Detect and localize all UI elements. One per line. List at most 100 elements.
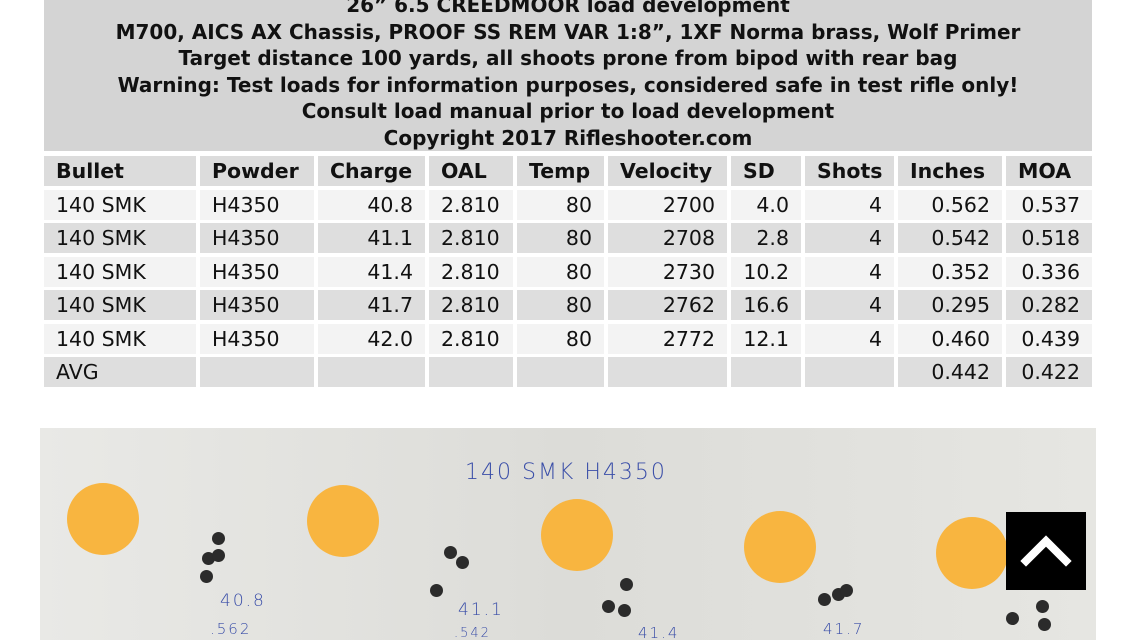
bullet-hole xyxy=(818,593,831,606)
table-cell: H4350 xyxy=(200,189,314,220)
target-dot xyxy=(936,517,1008,589)
table-cell: 80 xyxy=(517,323,604,354)
table-cell: 80 xyxy=(517,290,604,320)
handwritten-label: 41.4 xyxy=(638,624,680,640)
table-cell xyxy=(731,357,801,387)
table-cell xyxy=(517,357,604,387)
bullet-hole xyxy=(202,552,215,565)
table-cell: 2.810 xyxy=(429,256,513,287)
table-cell: 0.439 xyxy=(1006,323,1092,354)
target-photo: 140 SMK H4350 40.8 .562 41.1 .542 41.4 4… xyxy=(40,428,1096,640)
table-cell: 42.0 xyxy=(318,323,425,354)
table-cell: 0.460 xyxy=(898,323,1002,354)
bullet-hole xyxy=(1038,618,1051,631)
bullet-hole xyxy=(602,600,615,613)
table-cell xyxy=(805,357,894,387)
table-cell: 0.295 xyxy=(898,290,1002,320)
table-cell: 2730 xyxy=(608,256,727,287)
table-cell xyxy=(429,357,513,387)
target-dot xyxy=(67,483,139,555)
table-cell: H4350 xyxy=(200,323,314,354)
table-cell: 140 SMK xyxy=(44,290,196,320)
bullet-hole xyxy=(618,604,631,617)
bullet-hole xyxy=(840,584,853,597)
handwritten-label: 41.7 xyxy=(823,620,865,638)
column-header: Inches xyxy=(898,156,1002,186)
table-cell: 140 SMK xyxy=(44,323,196,354)
table-cell: 2.810 xyxy=(429,223,513,253)
table-cell: 140 SMK xyxy=(44,189,196,220)
table-cell: 140 SMK xyxy=(44,223,196,253)
handwritten-label: 41.1 xyxy=(458,600,504,620)
target-dot xyxy=(541,499,613,571)
table-cell: 4 xyxy=(805,189,894,220)
table-cell: 2762 xyxy=(608,290,727,320)
table-cell: 2700 xyxy=(608,189,727,220)
table-cell: 2772 xyxy=(608,323,727,354)
header-box: 26” 6.5 CREEDMOOR load development M700, … xyxy=(44,0,1092,151)
handwritten-label: .562 xyxy=(210,620,252,638)
table-cell: 2.8 xyxy=(731,223,801,253)
target-dot xyxy=(307,485,379,557)
bullet-hole xyxy=(1006,612,1019,625)
table-cell: 4 xyxy=(805,256,894,287)
table-cell: 10.2 xyxy=(731,256,801,287)
chevron-up-icon xyxy=(1020,535,1072,567)
table-cell: H4350 xyxy=(200,290,314,320)
column-header: Temp xyxy=(517,156,604,186)
table-cell: H4350 xyxy=(200,223,314,253)
table-cell: 80 xyxy=(517,256,604,287)
bullet-hole xyxy=(1036,600,1049,613)
table-cell: 80 xyxy=(517,223,604,253)
scroll-to-top-button[interactable] xyxy=(1006,512,1086,590)
table-cell: 4 xyxy=(805,323,894,354)
table-cell: 0.282 xyxy=(1006,290,1092,320)
table-cell: 80 xyxy=(517,189,604,220)
table-cell xyxy=(318,357,425,387)
column-header: Shots xyxy=(805,156,894,186)
header-line: 26” 6.5 CREEDMOOR load development xyxy=(346,0,790,17)
handwritten-label: .542 xyxy=(454,626,491,640)
table-cell xyxy=(200,357,314,387)
table-cell: 4 xyxy=(805,223,894,253)
column-header: Bullet xyxy=(44,156,196,186)
table-cell: 2708 xyxy=(608,223,727,253)
table-cell: 0.336 xyxy=(1006,256,1092,287)
table-cell: 0.518 xyxy=(1006,223,1092,253)
header-line: Consult load manual prior to load develo… xyxy=(301,99,835,124)
table-cell: 40.8 xyxy=(318,189,425,220)
table-cell: 4 xyxy=(805,290,894,320)
table-cell: 16.6 xyxy=(731,290,801,320)
table-cell: 12.1 xyxy=(731,323,801,354)
bullet-hole xyxy=(212,532,225,545)
table-cell: 4.0 xyxy=(731,189,801,220)
bullet-hole xyxy=(212,549,225,562)
table-cell: 0.537 xyxy=(1006,189,1092,220)
column-header: Charge xyxy=(318,156,425,186)
table-cell: 41.1 xyxy=(318,223,425,253)
table-cell: 0.542 xyxy=(898,223,1002,253)
table-cell: 2.810 xyxy=(429,189,513,220)
column-header: OAL xyxy=(429,156,513,186)
table-cell: AVG xyxy=(44,357,196,387)
bullet-hole xyxy=(456,556,469,569)
column-header: SD xyxy=(731,156,801,186)
table-cell: 0.352 xyxy=(898,256,1002,287)
bullet-hole xyxy=(430,584,443,597)
table-cell: 41.4 xyxy=(318,256,425,287)
column-header: MOA xyxy=(1006,156,1092,186)
table-cell: 2.810 xyxy=(429,323,513,354)
table-cell: 2.810 xyxy=(429,290,513,320)
table-cell: 140 SMK xyxy=(44,256,196,287)
bullet-hole xyxy=(200,570,213,583)
handwritten-label: 40.8 xyxy=(220,591,266,611)
table-cell: 0.442 xyxy=(898,357,1002,387)
header-line: Warning: Test loads for information purp… xyxy=(117,72,1019,97)
table-cell xyxy=(608,357,727,387)
header-line: M700, AICS AX Chassis, PROOF SS REM VAR … xyxy=(115,19,1021,44)
table-cell: H4350 xyxy=(200,256,314,287)
table-cell: 0.562 xyxy=(898,189,1002,220)
table-cell: 41.7 xyxy=(318,290,425,320)
column-header: Powder xyxy=(200,156,314,186)
